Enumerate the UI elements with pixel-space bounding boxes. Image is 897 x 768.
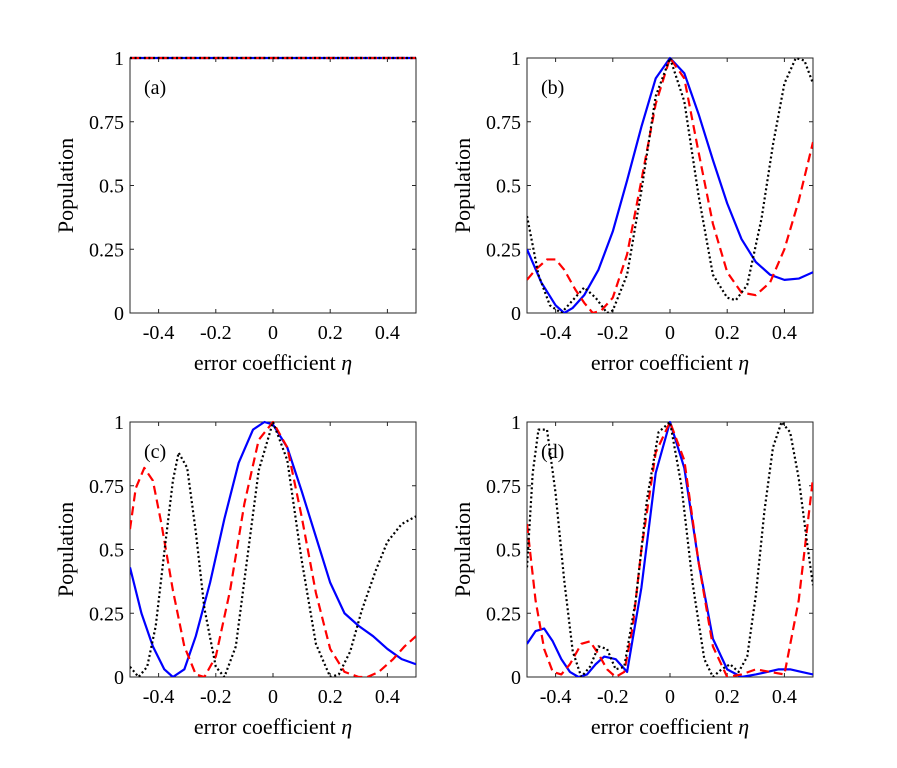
y-tick-label: 0.75 (89, 112, 124, 134)
x-tick-label: 0 (665, 322, 675, 344)
x-axis-label: error coefficient η (591, 714, 749, 739)
y-tick-label: 0.75 (486, 112, 521, 134)
x-tick-label: 0.4 (772, 322, 797, 344)
x-axis-label-text: error coefficient (194, 714, 341, 739)
x-axis-label: error coefficient η (194, 350, 352, 375)
y-tick-label: 0.75 (486, 476, 521, 498)
y-tick-label: 1 (511, 48, 521, 70)
y-tick-label: 0.25 (89, 239, 124, 261)
x-tick-label: -0.2 (597, 322, 629, 344)
x-axis-label-symbol: η (738, 714, 749, 739)
x-axis-label-text: error coefficient (591, 714, 738, 739)
plot-frame (129, 421, 417, 678)
x-tick-label: 0.4 (772, 686, 797, 708)
x-tick-label: -0.4 (143, 322, 175, 344)
y-tick-label: 0.25 (486, 603, 521, 625)
x-tick-label: 0.4 (375, 322, 400, 344)
x-tick-label: 0 (268, 686, 278, 708)
x-axis-label-symbol: η (341, 714, 352, 739)
y-axis-label: Population (450, 502, 475, 597)
x-tick-label: 0 (665, 686, 675, 708)
x-tick-label: 0.2 (318, 322, 343, 344)
y-tick-label: 0.5 (99, 176, 124, 198)
x-tick-label: 0 (268, 322, 278, 344)
y-tick-label: 0.75 (89, 476, 124, 498)
plot-frame (526, 421, 814, 678)
y-tick-label: 1 (114, 48, 124, 70)
series-blue-solid (527, 420, 813, 677)
x-tick-label: -0.2 (200, 322, 232, 344)
panel-label: (c) (144, 441, 166, 463)
x-tick-label: -0.4 (540, 686, 572, 708)
x-tick-label: -0.4 (143, 686, 175, 708)
plot-frame (129, 57, 417, 314)
panel-label: (d) (541, 441, 564, 463)
series-black-dotted (527, 56, 813, 313)
panel-label: (b) (541, 77, 564, 99)
x-axis-label-text: error coefficient (591, 350, 738, 375)
series-red-dashed (527, 56, 813, 313)
y-tick-label: 0 (511, 303, 521, 325)
y-tick-label: 0 (114, 667, 124, 689)
x-tick-label: 0.2 (715, 686, 740, 708)
panel-2: -0.4 -0.2 0 0.2 0.4 0 0.25 0.5 0.75 1 (b) error coe… (450, 48, 814, 375)
y-tick-label: 1 (511, 412, 521, 434)
y-axis-label: Population (450, 138, 475, 233)
x-axis-label-symbol: η (341, 350, 352, 375)
x-axis-label-symbol: η (738, 350, 749, 375)
series-blue-solid (527, 56, 813, 313)
x-tick-label: 0.2 (715, 322, 740, 344)
series-blue-solid (130, 420, 416, 677)
y-tick-label: 0.25 (486, 239, 521, 261)
x-axis-label: error coefficient η (194, 714, 352, 739)
y-axis-label: Population (53, 502, 78, 597)
y-tick-label: 1 (114, 412, 124, 434)
y-tick-label: 0.25 (89, 603, 124, 625)
panel-1: -0.4 -0.2 0 0.2 0.4 0 0.25 0.5 0.75 1 (a) error coe… (53, 48, 417, 375)
x-tick-label: -0.4 (540, 322, 572, 344)
series-black-dotted (130, 420, 416, 677)
panel-label: (a) (144, 77, 166, 99)
x-tick-label: 0.4 (375, 686, 400, 708)
y-axis-label: Population (53, 138, 78, 233)
panel-3: -0.4 -0.2 0 0.2 0.4 0 0.25 0.5 0.75 1 (c) error coe… (53, 412, 417, 739)
series-black-dotted (527, 420, 813, 677)
panel-4: -0.4 -0.2 0 0.2 0.4 0 0.25 0.5 0.75 1 (d) error coe… (450, 412, 814, 739)
x-tick-label: -0.2 (200, 686, 232, 708)
y-tick-label: 0 (114, 303, 124, 325)
x-axis-label: error coefficient η (591, 350, 749, 375)
y-tick-label: 0.5 (496, 540, 521, 562)
x-tick-label: -0.2 (597, 686, 629, 708)
x-axis-label-text: error coefficient (194, 350, 341, 375)
x-tick-label: 0.2 (318, 686, 343, 708)
y-tick-label: 0 (511, 667, 521, 689)
y-tick-label: 0.5 (496, 176, 521, 198)
y-tick-label: 0.5 (99, 540, 124, 562)
